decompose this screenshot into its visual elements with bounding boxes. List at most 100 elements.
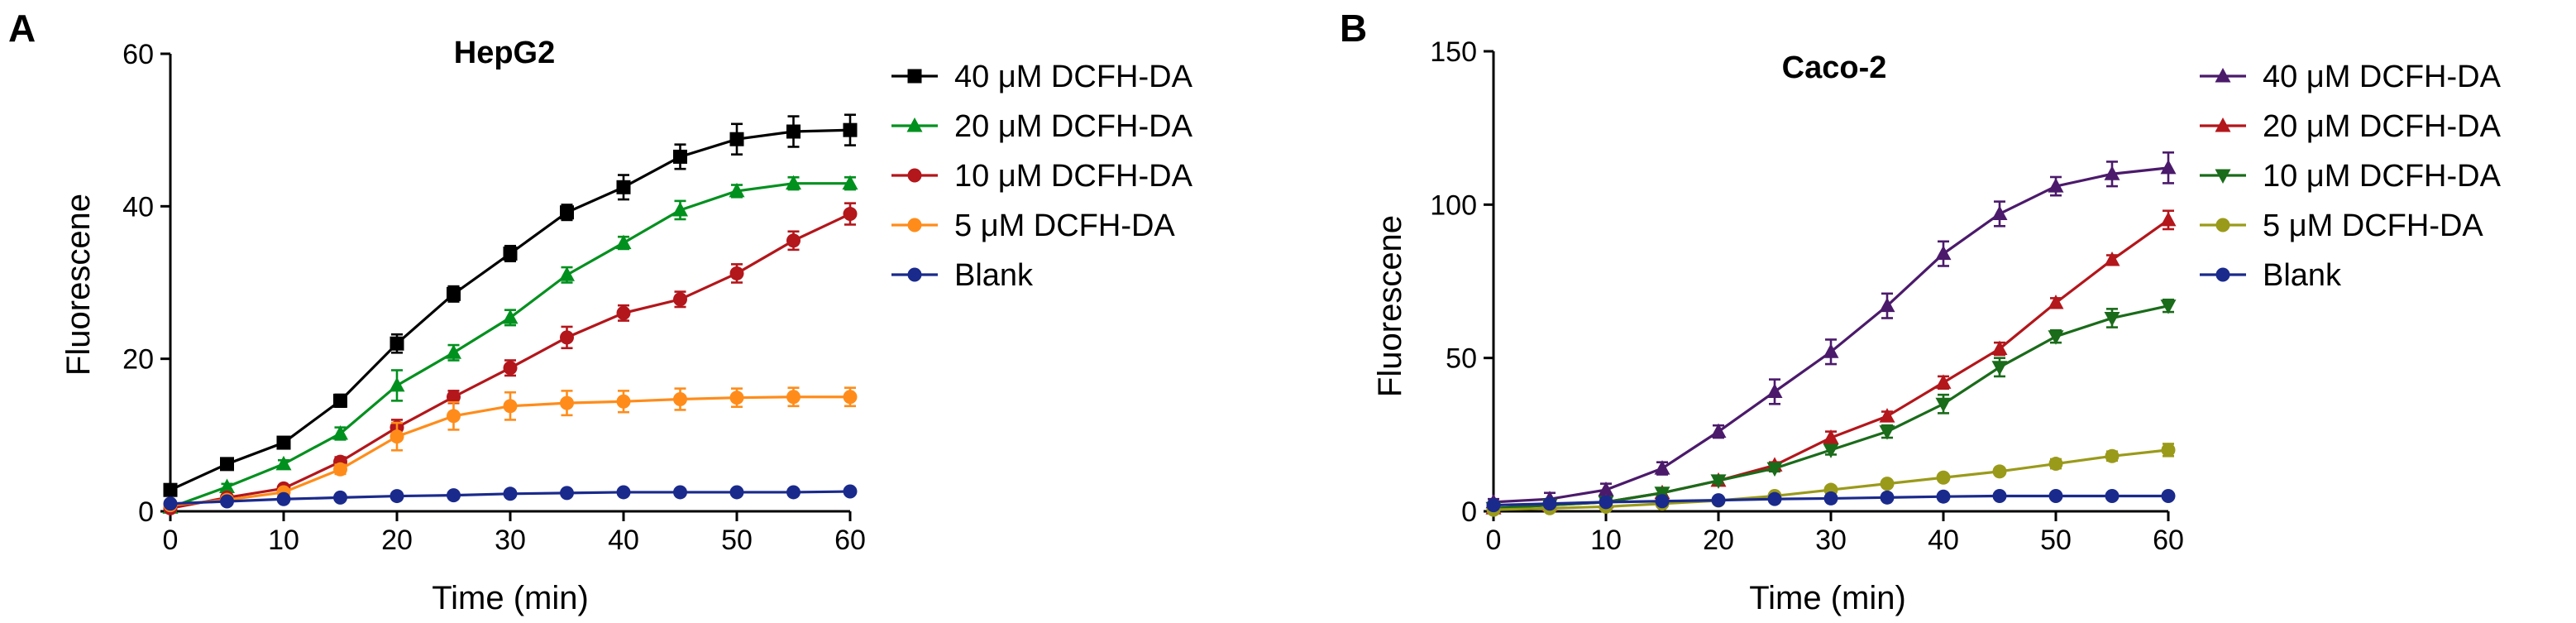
panel-b-legend-marker [2215, 68, 2231, 83]
panel-a-data-point [332, 424, 348, 440]
panel-b-data-point [1991, 361, 2008, 376]
panel-a-x-tick-label: 10 [268, 525, 299, 556]
panel-b-data-point [1991, 205, 2008, 220]
panel-b-data-point [1710, 423, 1727, 438]
panel-a-legend-label: 40 μM DCFH-DA [954, 60, 1193, 94]
panel-b-data-point [2160, 159, 2177, 175]
panel-b-legend-marker [2215, 267, 2230, 282]
panel-a-data-point [447, 488, 461, 503]
panel-b-data-point [1880, 490, 1895, 505]
panel-b-data-point [2104, 252, 2120, 266]
panel-b-data-point [1766, 462, 1783, 477]
panel-a-data-point [673, 292, 687, 307]
panel-a-data-point [220, 457, 234, 472]
panel-b-title: Caco-2 [1782, 50, 1887, 85]
panel-a-x-tick-label: 20 [381, 525, 413, 556]
panel-a-data-point [843, 207, 858, 222]
panel-b-data-point [2105, 448, 2120, 463]
panel-b-legend-label: 5 μM DCFH-DA [2263, 208, 2483, 243]
panel-a-data-point [163, 482, 178, 497]
panel-b-data-point [2048, 330, 2064, 345]
panel-b-y-tick-label: 0 [1461, 496, 1477, 528]
panel-b-y-tick-label: 150 [1430, 36, 1477, 68]
panel-a-data-point [616, 394, 631, 409]
panel-b-data-point [2160, 211, 2177, 227]
panel-a-x-tick-label: 40 [608, 525, 639, 556]
panel-a-series-1 [162, 175, 858, 514]
panel-a-data-point [163, 496, 178, 511]
panel-a-series-line [170, 182, 850, 509]
panel-b-legend-item: 20 μM DCFH-DA [2200, 109, 2502, 144]
panel-a-x-tick-label: 60 [834, 525, 866, 556]
panel-a-data-point [560, 330, 574, 345]
panel-a-data-point [447, 286, 461, 301]
panel-a-data-point [843, 122, 858, 137]
panel-a-data-point [786, 233, 801, 248]
panel-a-data-point [616, 485, 631, 500]
panel-b-data-point [1991, 340, 2008, 356]
panel-b-data-point [1992, 488, 2007, 503]
panel-b-data-point [1654, 486, 1670, 501]
panel-b-x-tick-label: 30 [1815, 525, 1847, 556]
panel-a-data-point [503, 399, 518, 414]
panel-a-data-point [616, 305, 631, 320]
panel-a-data-point [786, 485, 801, 500]
panel-b-data-point [1823, 343, 1839, 358]
panel-a-y-tick-label: 0 [138, 496, 154, 528]
panel-a-data-point [673, 485, 687, 500]
panel-b-data-point [1599, 495, 1613, 510]
panel-b-data-point [1880, 477, 1895, 491]
panel-b-x-tick-label: 60 [2153, 525, 2184, 556]
panel-b-x-tick-label: 50 [2040, 525, 2072, 556]
panel-b-data-point [1935, 397, 1952, 413]
panel-a-data-point [503, 246, 518, 261]
panel-b-legend-label: 40 μM DCFH-DA [2263, 60, 2502, 94]
panel-a-data-point [447, 409, 461, 424]
panel-b-data-point [1879, 408, 1895, 423]
panel-a-title: HepG2 [454, 36, 555, 70]
panel-a-data-point [502, 309, 519, 324]
panel-b-data-point [1936, 470, 1951, 485]
panel-a-legend-label: 10 μM DCFH-DA [954, 159, 1193, 194]
panel-b-data-point [2104, 165, 2120, 180]
panel-a-data-point [560, 205, 574, 220]
panel-a-data-point [673, 149, 687, 164]
panel-b-data-point [1767, 491, 1782, 506]
panel-a-chart: A HepG2 Time (min) Fluorescene 0 10 20 30 40… [8, 7, 1193, 616]
panel-a-data-point [559, 266, 575, 281]
panel-b-x-tick-label: 40 [1928, 525, 1959, 556]
panel-b-data-point [2048, 178, 2064, 193]
panel-b-y-tick-label: 50 [1446, 343, 1477, 375]
panel-b-data-point [1654, 460, 1670, 475]
panel-a-data-point [390, 336, 404, 351]
panel-b-series-line [1493, 304, 2169, 510]
panel-b-data-point [1879, 297, 1895, 313]
panel-b-data-point [2048, 457, 2063, 472]
panel-b-data-point [1710, 474, 1727, 489]
panel-a-x-tick-label: 0 [163, 525, 179, 556]
panel-a-legend-marker [907, 69, 922, 84]
panel-a-data-point [333, 462, 347, 477]
panel-a-data-point [786, 390, 801, 405]
panel-b-legend-label: 20 μM DCFH-DA [2263, 109, 2502, 144]
panel-a-legend-marker [907, 168, 922, 183]
panel-b-data-point [2104, 311, 2120, 327]
panel-a-data-point [276, 435, 291, 450]
panel-a-legend-item: 10 μM DCFH-DA [891, 159, 1193, 194]
panel-a-data-point [503, 361, 518, 376]
panel-a-legend-item: 20 μM DCFH-DA [891, 109, 1193, 144]
panel-a-data-point [615, 234, 632, 250]
panel-b-legend-marker [2215, 169, 2231, 184]
panel-a-data-point [446, 344, 461, 359]
panel-b-data-point [2048, 294, 2064, 309]
panel-b-data-point [1766, 383, 1783, 398]
panel-b-legend-marker [2215, 117, 2231, 132]
panel-b-data-point [1655, 494, 1670, 509]
panel-a-data-point [219, 478, 235, 494]
panel-a-y-tick-label: 20 [122, 344, 154, 376]
panel-b-legend-label: 10 μM DCFH-DA [2263, 159, 2502, 194]
panel-b-data-point [1879, 425, 1895, 440]
panel-b-data-point [1542, 496, 1557, 511]
panel-a-data-point [673, 392, 687, 407]
